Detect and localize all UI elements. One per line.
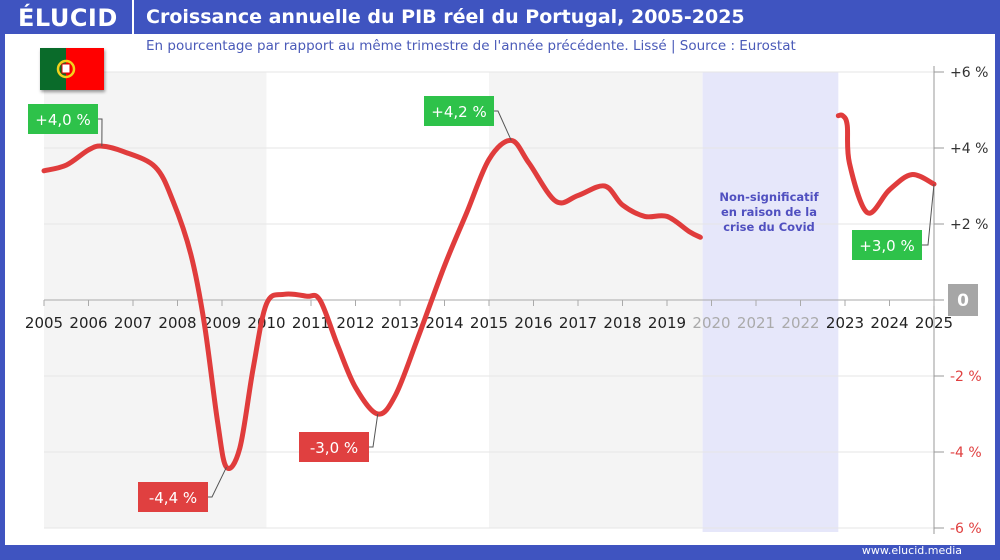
chart-subtitle: En pourcentage par rapport au même trime… (146, 38, 796, 54)
x-tick-label: 2019 (648, 314, 686, 332)
annotation-leader (922, 184, 935, 246)
y-tick-label: +2 % (950, 217, 988, 233)
y-tick-label: -2 % (950, 369, 982, 385)
x-tick-label: 2023 (826, 314, 864, 332)
x-tick-label: 2025 (915, 314, 953, 332)
zero-badge (948, 284, 978, 316)
covid-note-line: en raison de la (721, 205, 817, 219)
x-tick-label: 2012 (336, 314, 374, 332)
annotation-label: +4,2 % (431, 103, 486, 121)
annotation-leader (494, 110, 512, 141)
annotation-badge (138, 482, 208, 512)
annotation-label: +3,0 % (859, 237, 914, 255)
covid-band (702, 72, 839, 532)
annotation-leader (208, 466, 227, 498)
annotation-badge (424, 96, 494, 126)
x-tick-label: 2017 (559, 314, 597, 332)
annotation-label: -4,4 % (149, 489, 197, 507)
gdp-growth-line (41, 137, 703, 471)
annotation-badge (28, 104, 98, 134)
covid-note-line: crise du Covid (723, 220, 815, 234)
elucid-logo: ÉLUCID (18, 4, 118, 32)
header-divider (132, 0, 134, 34)
annotation-badge (852, 230, 922, 260)
x-tick-label: 2014 (425, 314, 463, 332)
covid-note-line: Non-significatif (719, 190, 819, 204)
x-tick-label: 2018 (603, 314, 641, 332)
x-tick-label: 2024 (870, 314, 908, 332)
annotation-label: +4,0 % (35, 111, 90, 129)
x-tick-label: 2020 (692, 314, 730, 332)
x-tick-label: 2022 (781, 314, 819, 332)
footer-url[interactable]: www.elucid.media (861, 544, 962, 557)
x-tick-label: 2016 (514, 314, 552, 332)
y-tick-label: -4 % (950, 445, 982, 461)
y-tick-label: -6 % (950, 521, 982, 537)
x-tick-label: 2010 (247, 314, 285, 332)
gdp-growth-line (835, 112, 937, 216)
x-tick-label: 2006 (69, 314, 107, 332)
annotation-leader (369, 413, 379, 448)
annotation-badge (299, 432, 369, 462)
x-tick-label: 2021 (737, 314, 775, 332)
x-tick-label: 2008 (158, 314, 196, 332)
x-tick-label: 2009 (203, 314, 241, 332)
y-tick-label: 0 (957, 291, 969, 311)
x-tick-label: 2013 (381, 314, 419, 332)
x-tick-label: 2005 (25, 314, 63, 332)
portugal-flag-icon (40, 48, 104, 90)
annotation-label: -3,0 % (310, 439, 358, 457)
annotation-leader (98, 118, 103, 147)
chart-title: Croissance annuelle du PIB réel du Portu… (146, 6, 745, 28)
x-tick-label: 2015 (470, 314, 508, 332)
y-tick-label: +6 % (950, 65, 988, 81)
y-tick-label: +4 % (950, 141, 988, 157)
x-tick-label: 2007 (114, 314, 152, 332)
x-tick-label: 2011 (292, 314, 330, 332)
covid-note: Non-significatif en raison de la crise du … (719, 190, 819, 234)
